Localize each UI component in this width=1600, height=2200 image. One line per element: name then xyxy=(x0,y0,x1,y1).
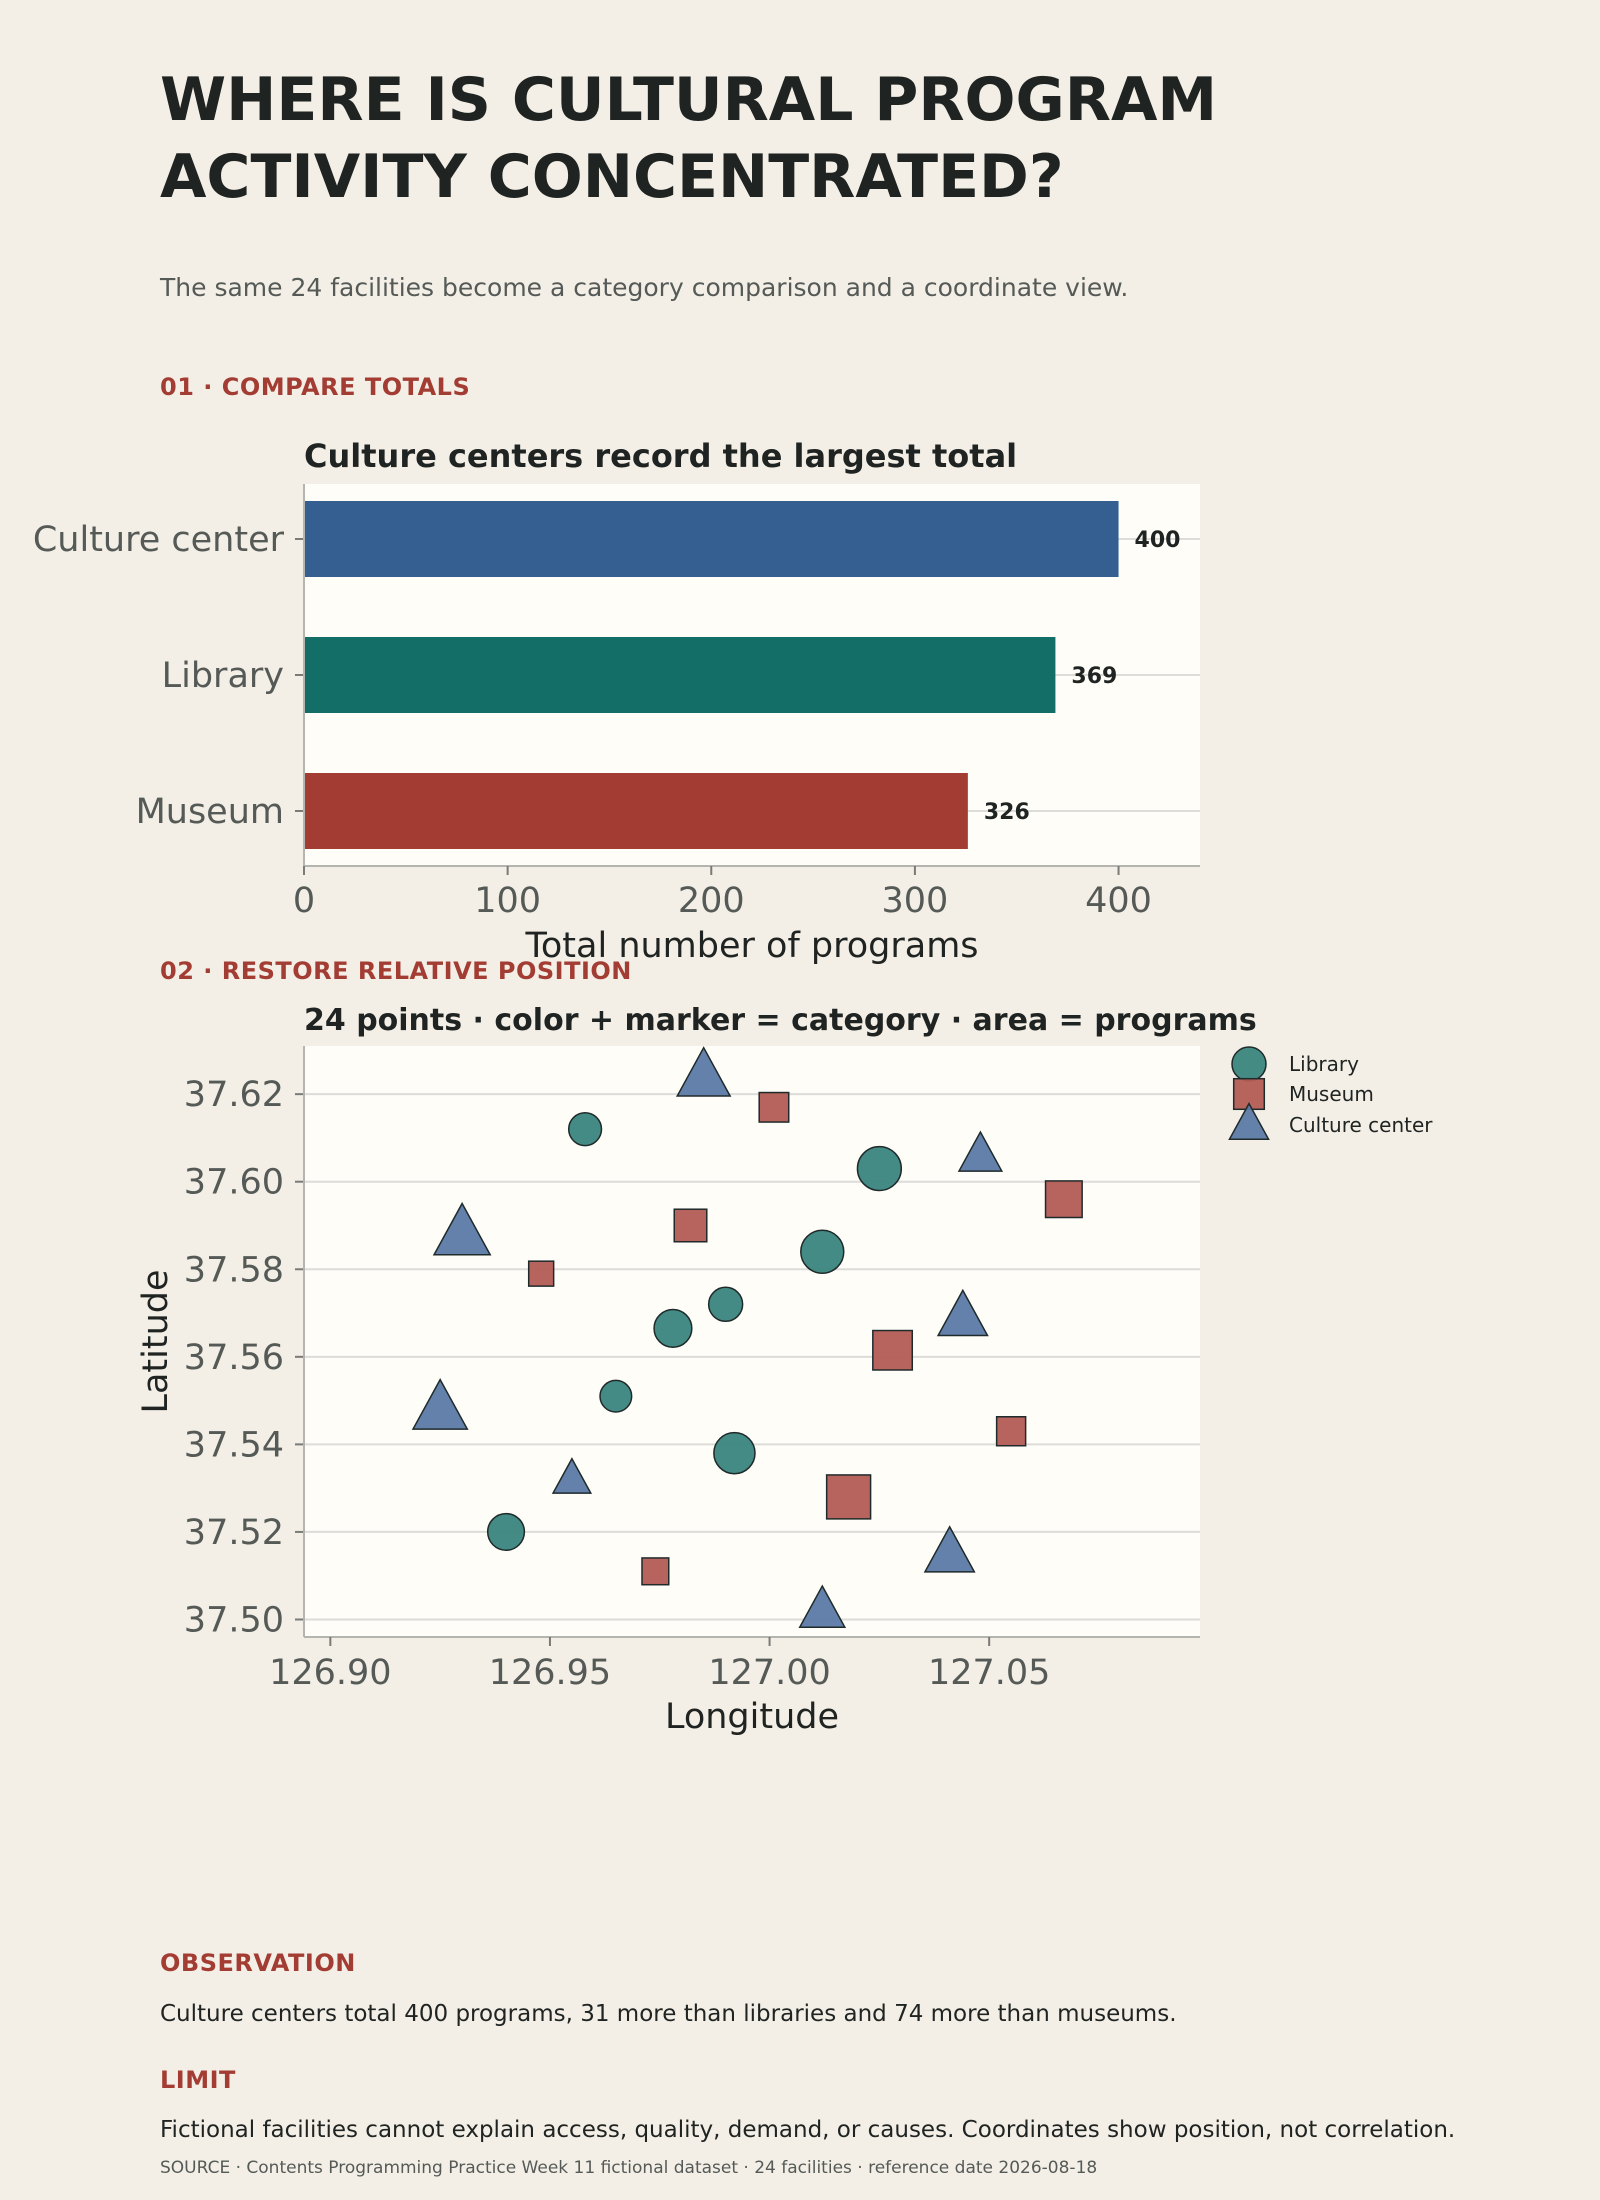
page-subtitle: The same 24 facilities become a category… xyxy=(160,273,1129,302)
legend-marker-library xyxy=(1231,1046,1267,1082)
bar-x-tick-label: 100 xyxy=(474,881,541,921)
scatter-x-tick-label: 127.00 xyxy=(708,1653,830,1693)
bar-chart-title: Culture centers record the largest total xyxy=(304,437,1017,475)
scatter-point-museum xyxy=(527,1260,555,1287)
scatter-y-tick-label: 37.50 xyxy=(184,1600,284,1640)
scatter-y-tick-label: 37.58 xyxy=(184,1250,284,1290)
scatter-y-tick-label: 37.56 xyxy=(184,1338,284,1378)
scatter-y-tick-label: 37.52 xyxy=(184,1513,284,1553)
bar-category-label: Library xyxy=(162,656,284,696)
scatter-y-axis-title: Latitude xyxy=(136,1269,176,1413)
scatter-x-tick-label: 126.95 xyxy=(489,1653,611,1693)
bar-library xyxy=(304,637,1056,713)
legend-label-library: Library xyxy=(1289,1052,1359,1076)
legend-label-culture-center: Culture center xyxy=(1289,1113,1433,1137)
section-label-position: 02 · RESTORE RELATIVE POSITION xyxy=(160,957,632,985)
bar-chart: Culture centers record the largest total… xyxy=(33,437,1200,966)
page-title: WHERE IS CULTURAL PROGRAM ACTIVITY CONCE… xyxy=(160,65,1218,212)
bar-x-tick-label: 400 xyxy=(1085,881,1152,921)
scatter-point-museum xyxy=(995,1415,1027,1447)
bar-value-label: 400 xyxy=(1135,528,1181,553)
bar-value-label: 326 xyxy=(984,800,1030,825)
limit-text: Fictional facilities cannot explain acce… xyxy=(160,2117,1456,2143)
scatter-y-tick-label: 37.62 xyxy=(184,1075,284,1115)
scatter-point-library xyxy=(800,1229,845,1274)
scatter-point-library xyxy=(856,1145,903,1192)
bar-x-tick-label: 300 xyxy=(882,881,949,921)
scatter-point-museum xyxy=(825,1474,872,1520)
scatter-y-tick-label: 37.60 xyxy=(184,1163,284,1203)
bar-museum xyxy=(304,773,968,849)
legend-label-museum: Museum xyxy=(1289,1082,1374,1106)
scatter-point-museum xyxy=(1044,1180,1083,1219)
bar-x-tick-label: 0 xyxy=(293,881,315,921)
scatter-point-library xyxy=(707,1286,744,1323)
scatter-x-tick-label: 127.05 xyxy=(928,1653,1050,1693)
scatter-point-library xyxy=(486,1512,526,1552)
scatter-point-museum xyxy=(872,1329,914,1371)
bar-culture-center xyxy=(304,501,1119,577)
legend-marker-culture-center xyxy=(1228,1102,1270,1141)
scatter-y-tick-label: 37.54 xyxy=(184,1425,284,1465)
scatter-point-library xyxy=(653,1308,693,1348)
scatter-point-culture-center xyxy=(936,1288,989,1337)
scatter-point-culture-center xyxy=(957,1130,1004,1172)
scatter-point-library xyxy=(713,1431,756,1475)
scatter-x-tick-label: 126.90 xyxy=(269,1653,391,1693)
bar-x-axis-title: Total number of programs xyxy=(524,926,978,966)
scatter-chart-title: 24 points · color + marker = category · … xyxy=(304,1003,1257,1038)
scatter-point-library xyxy=(567,1112,603,1147)
scatter-point-culture-center xyxy=(675,1046,732,1097)
limit-label: LIMIT xyxy=(160,2066,236,2094)
scatter-plot-area xyxy=(304,1046,1200,1637)
scatter-point-culture-center xyxy=(798,1584,847,1628)
scatter-point-culture-center xyxy=(923,1525,976,1573)
scatter-point-culture-center xyxy=(551,1457,593,1494)
scatter-point-museum xyxy=(641,1557,670,1586)
bar-category-label: Museum xyxy=(136,792,284,832)
scatter-point-culture-center xyxy=(411,1378,469,1430)
scatter-point-museum xyxy=(758,1091,790,1123)
bar-value-label: 369 xyxy=(1071,664,1117,689)
scatter-point-culture-center xyxy=(432,1201,492,1256)
bar-x-tick-label: 200 xyxy=(678,881,745,921)
scatter-x-axis-title: Longitude xyxy=(665,1697,839,1737)
scatter-chart: 24 points · color + marker = category · … xyxy=(136,1003,1433,1737)
observation-label: OBSERVATION xyxy=(160,1949,356,1977)
observation-text: Culture centers total 400 programs, 31 m… xyxy=(160,2001,1177,2027)
scatter-point-museum xyxy=(673,1208,708,1243)
bar-category-label: Culture center xyxy=(33,520,285,560)
section-label-compare: 01 · COMPARE TOTALS xyxy=(160,373,471,401)
scatter-point-library xyxy=(599,1379,633,1413)
source-note: SOURCE · Contents Programming Practice W… xyxy=(160,2158,1098,2178)
